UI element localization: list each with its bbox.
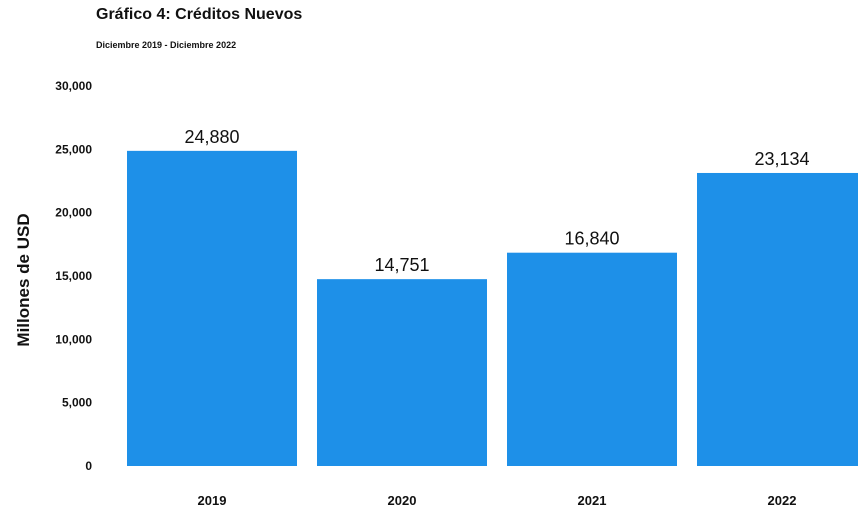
y-tick-label: 25,000 [55, 142, 92, 156]
chart-subtitle: Diciembre 2019 - Diciembre 2022 [96, 40, 237, 50]
bar-2022 [697, 172, 858, 466]
y-tick-label: 10,000 [55, 332, 92, 346]
x-tick-label-2022: 2022 [768, 493, 797, 508]
x-tick-label-2021: 2021 [578, 493, 607, 508]
x-tick-label-2019: 2019 [198, 493, 227, 508]
y-tick-label: 30,000 [55, 79, 92, 93]
bar-2019 [127, 150, 297, 466]
y-tick-label: 0 [85, 459, 92, 473]
data-label-2021: 16,840 [564, 229, 619, 249]
y-tick-label: 15,000 [55, 269, 92, 283]
bar-2020 [317, 279, 487, 466]
y-tick-label: 20,000 [55, 206, 92, 220]
data-label-2019: 24,880 [184, 127, 239, 147]
data-label-2020: 14,751 [374, 255, 429, 275]
y-tick-label: 5,000 [62, 396, 92, 410]
x-tick-label-2020: 2020 [388, 493, 417, 508]
chart-title: Gráfico 4: Créditos Nuevos [96, 6, 303, 23]
data-label-2022: 23,134 [754, 149, 809, 169]
bar-2021 [507, 252, 677, 466]
